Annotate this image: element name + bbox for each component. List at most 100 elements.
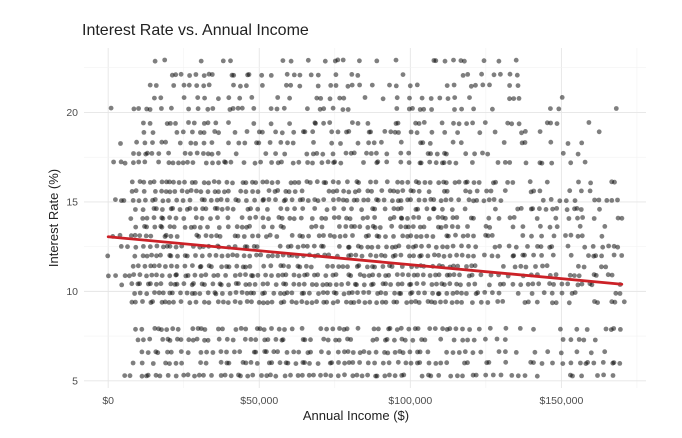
data-point <box>148 233 154 239</box>
data-point <box>179 188 185 194</box>
data-point <box>515 83 521 88</box>
data-point <box>281 299 287 305</box>
data-point <box>427 326 433 331</box>
data-point <box>384 159 390 165</box>
data-point <box>141 337 146 343</box>
data-point <box>394 327 400 332</box>
data-point <box>387 216 393 222</box>
data-point <box>340 107 346 112</box>
data-point <box>137 179 143 185</box>
data-point <box>174 234 180 239</box>
data-point <box>254 252 259 258</box>
data-point <box>281 263 286 269</box>
data-point <box>309 282 315 287</box>
data-point <box>209 233 214 239</box>
data-point <box>327 282 333 287</box>
y-axis-ticks: 5 10 15 20 <box>66 107 78 387</box>
data-point <box>300 206 306 212</box>
data-point <box>329 360 335 366</box>
data-point <box>310 160 315 166</box>
data-point <box>489 233 495 238</box>
data-point <box>273 151 278 157</box>
data-point <box>317 106 323 112</box>
data-point <box>325 159 331 165</box>
data-point <box>273 337 279 342</box>
data-point <box>278 291 283 296</box>
data-point <box>465 253 471 259</box>
data-point <box>152 224 158 230</box>
data-point <box>498 71 503 77</box>
data-point <box>550 206 555 212</box>
data-point <box>322 58 328 64</box>
data-point <box>503 349 508 355</box>
data-point <box>140 207 146 213</box>
data-point <box>398 252 404 258</box>
data-point <box>450 243 456 249</box>
data-point <box>169 263 174 269</box>
data-point <box>534 299 540 305</box>
data-point <box>176 160 181 166</box>
data-point <box>495 253 501 259</box>
data-point <box>458 140 464 146</box>
data-point <box>520 233 526 238</box>
data-point <box>174 264 180 269</box>
data-point <box>515 206 521 212</box>
data-point <box>407 349 413 355</box>
data-point <box>325 337 331 343</box>
data-point <box>156 263 162 269</box>
data-point <box>348 337 354 342</box>
data-point <box>385 350 391 356</box>
data-point <box>370 337 376 343</box>
data-point <box>470 160 475 165</box>
data-point <box>391 234 396 239</box>
data-point <box>441 160 447 166</box>
data-point <box>347 216 353 222</box>
data-point <box>575 282 581 288</box>
data-point <box>576 179 581 185</box>
data-point <box>450 139 456 145</box>
data-point <box>420 140 426 146</box>
data-point <box>398 150 404 156</box>
data-point <box>221 299 226 305</box>
data-point <box>283 272 289 278</box>
data-point <box>211 179 217 185</box>
data-point <box>279 215 285 221</box>
data-point <box>447 160 452 165</box>
data-point <box>336 180 341 185</box>
data-point <box>234 263 240 269</box>
data-point <box>268 106 274 111</box>
data-point <box>485 233 491 239</box>
data-point <box>160 207 165 212</box>
data-point <box>469 272 475 278</box>
data-point <box>587 188 593 194</box>
data-point <box>388 282 393 287</box>
data-point <box>260 215 266 221</box>
data-point <box>553 300 559 306</box>
x-tick-label: $0 <box>102 395 114 407</box>
data-point <box>170 326 176 332</box>
data-point <box>392 337 397 343</box>
data-point <box>286 264 291 269</box>
data-point <box>178 299 184 304</box>
data-point <box>296 282 302 287</box>
data-point <box>209 151 215 157</box>
data-point <box>289 197 295 203</box>
data-point <box>345 83 351 89</box>
data-point <box>129 281 135 287</box>
data-point <box>321 197 327 203</box>
data-point <box>602 349 608 355</box>
data-point <box>158 95 164 101</box>
data-point <box>264 349 269 355</box>
data-point <box>160 337 166 342</box>
data-point <box>218 373 224 378</box>
data-point <box>226 120 231 125</box>
data-point <box>201 73 207 78</box>
data-point <box>275 253 280 259</box>
data-point <box>414 234 419 239</box>
data-point <box>535 244 540 249</box>
data-point <box>540 197 546 203</box>
data-point <box>602 224 608 229</box>
data-point <box>549 290 555 296</box>
data-point <box>273 197 278 203</box>
data-point <box>159 106 164 111</box>
